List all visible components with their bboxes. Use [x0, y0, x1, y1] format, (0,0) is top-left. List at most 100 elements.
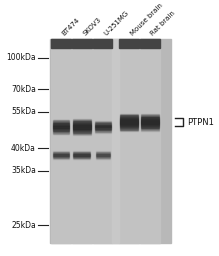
- Bar: [113, 39, 119, 243]
- Text: SKOV3: SKOV3: [82, 17, 102, 37]
- Bar: [73, 158, 90, 159]
- Bar: [53, 154, 69, 155]
- Bar: [120, 122, 138, 123]
- Text: 25kDa: 25kDa: [11, 221, 36, 230]
- Bar: [73, 157, 90, 158]
- Bar: [96, 155, 110, 156]
- Bar: [120, 120, 138, 121]
- Bar: [95, 130, 111, 131]
- Bar: [51, 39, 71, 48]
- Bar: [73, 134, 91, 135]
- Bar: [95, 128, 111, 129]
- Bar: [141, 126, 159, 127]
- Bar: [141, 120, 159, 121]
- Bar: [53, 129, 69, 130]
- Bar: [73, 132, 91, 133]
- Bar: [53, 126, 69, 127]
- Bar: [73, 128, 91, 129]
- Bar: [73, 151, 90, 152]
- Bar: [53, 124, 69, 125]
- Bar: [53, 130, 69, 131]
- Bar: [120, 123, 138, 124]
- Bar: [141, 129, 159, 130]
- Bar: [120, 115, 138, 116]
- Bar: [53, 132, 69, 133]
- Bar: [50, 39, 171, 243]
- Bar: [141, 122, 159, 123]
- Bar: [53, 156, 69, 157]
- Bar: [95, 131, 111, 132]
- Bar: [73, 124, 91, 125]
- Bar: [73, 156, 90, 157]
- Bar: [93, 39, 113, 48]
- Bar: [73, 153, 90, 154]
- Bar: [53, 128, 69, 129]
- Bar: [53, 152, 69, 153]
- Bar: [120, 116, 138, 117]
- Bar: [73, 127, 91, 128]
- Text: PTPN1: PTPN1: [187, 118, 214, 126]
- Text: 55kDa: 55kDa: [11, 107, 36, 116]
- Bar: [141, 115, 159, 116]
- Bar: [120, 130, 138, 131]
- Bar: [73, 119, 91, 120]
- Bar: [53, 158, 69, 159]
- Bar: [72, 39, 92, 243]
- Bar: [93, 39, 113, 243]
- Bar: [141, 119, 159, 120]
- Bar: [141, 127, 159, 129]
- Bar: [53, 122, 69, 123]
- Bar: [73, 120, 91, 121]
- Bar: [120, 124, 138, 125]
- Text: Mouse brain: Mouse brain: [129, 3, 164, 37]
- Bar: [53, 120, 69, 121]
- Bar: [120, 114, 138, 115]
- Bar: [120, 125, 138, 126]
- Bar: [140, 39, 160, 243]
- Bar: [96, 154, 110, 155]
- Bar: [141, 124, 159, 125]
- Text: 35kDa: 35kDa: [11, 166, 36, 175]
- Bar: [120, 129, 138, 130]
- Bar: [95, 125, 111, 126]
- Bar: [120, 119, 138, 120]
- Bar: [120, 118, 138, 119]
- Bar: [73, 155, 90, 156]
- Bar: [53, 123, 69, 124]
- Bar: [73, 133, 91, 134]
- Bar: [73, 122, 91, 123]
- Bar: [96, 156, 110, 157]
- Bar: [141, 125, 159, 126]
- Bar: [53, 153, 69, 154]
- Bar: [73, 130, 91, 131]
- Bar: [119, 39, 139, 48]
- Bar: [120, 126, 138, 127]
- Bar: [119, 39, 139, 243]
- Bar: [53, 151, 69, 152]
- Bar: [141, 114, 159, 115]
- Bar: [73, 121, 91, 122]
- Bar: [120, 121, 138, 122]
- Bar: [96, 158, 110, 159]
- Bar: [73, 126, 91, 127]
- Bar: [95, 121, 111, 122]
- Bar: [96, 153, 110, 154]
- Bar: [53, 155, 69, 156]
- Text: 70kDa: 70kDa: [11, 85, 36, 94]
- Bar: [73, 152, 90, 153]
- Bar: [73, 131, 91, 132]
- Bar: [53, 127, 69, 128]
- Bar: [95, 123, 111, 124]
- Bar: [72, 39, 92, 48]
- Bar: [96, 151, 110, 152]
- Bar: [141, 130, 159, 131]
- Bar: [141, 116, 159, 118]
- Bar: [141, 121, 159, 122]
- Bar: [96, 157, 110, 158]
- Text: 100kDa: 100kDa: [6, 53, 36, 62]
- Bar: [95, 127, 111, 128]
- Bar: [95, 126, 111, 127]
- Bar: [120, 128, 138, 129]
- Bar: [73, 123, 91, 124]
- Bar: [120, 127, 138, 128]
